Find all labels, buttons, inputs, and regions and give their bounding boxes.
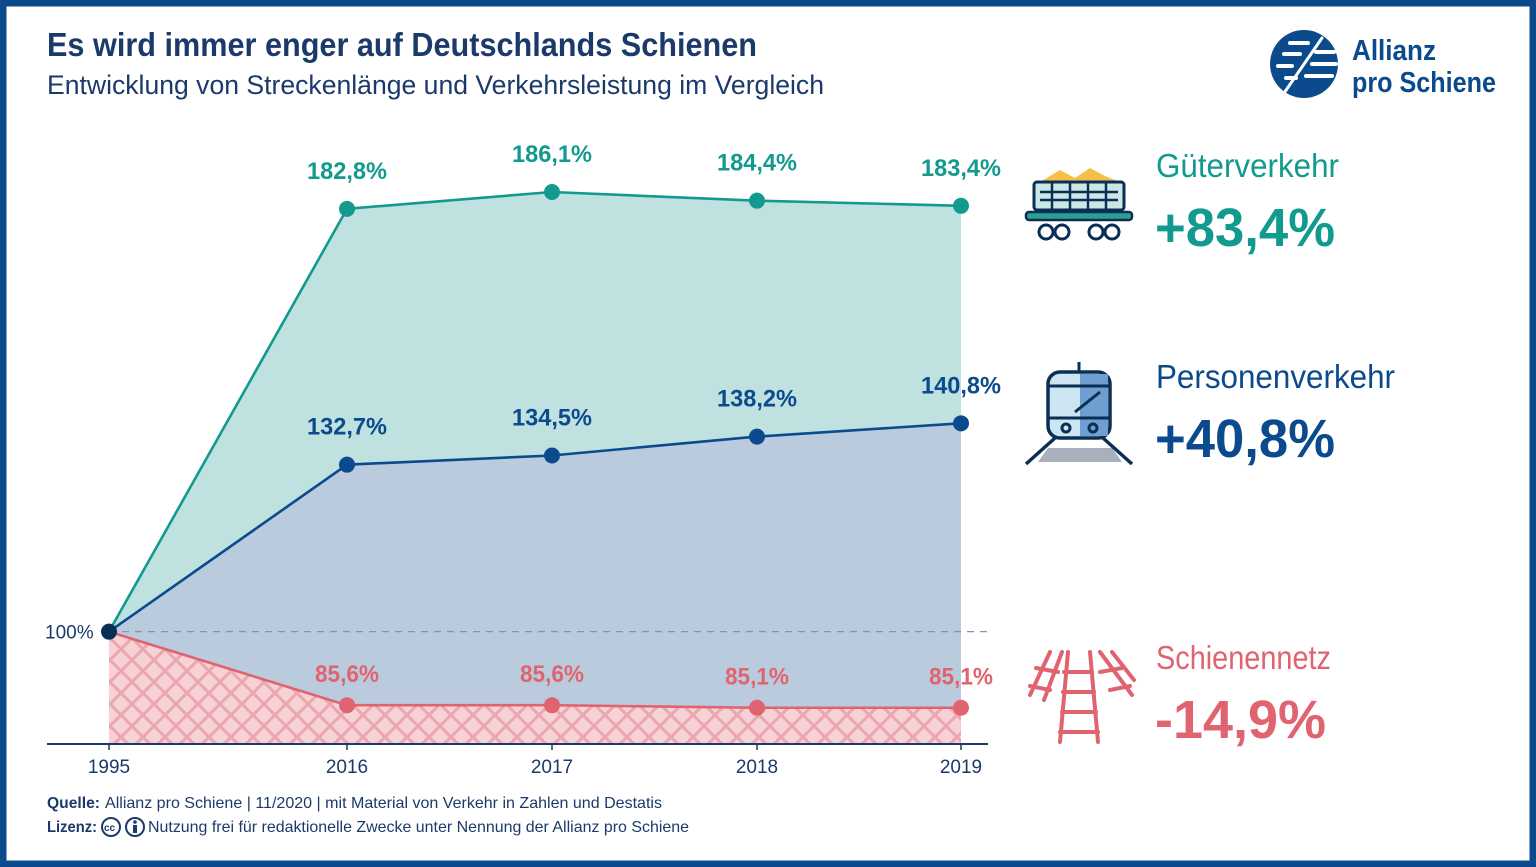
- data-label: 182,8%: [307, 158, 387, 185]
- data-label: 85,1%: [929, 664, 993, 691]
- data-label: 85,6%: [315, 661, 379, 688]
- data-point: [953, 197, 969, 214]
- x-tick-label-1995: 1995: [88, 757, 130, 778]
- data-point: [544, 184, 560, 200]
- x-tick-label-2016: 2016: [326, 757, 368, 778]
- railway-tracks-icon: [1028, 650, 1136, 744]
- data-point: [339, 200, 355, 217]
- data-point: [953, 699, 969, 716]
- data-point: [544, 447, 560, 464]
- logo-line2: pro Schiene: [1352, 67, 1496, 99]
- legend-freight-label: Güterverkehr: [1156, 147, 1339, 184]
- data-point: [339, 697, 355, 714]
- area-passenger: [109, 423, 961, 744]
- footer: Quelle: Allianz pro Schiene | 11/2020 | …: [47, 795, 689, 837]
- data-label: 186,1%: [512, 141, 592, 168]
- legend-passenger-label: Personenverkehr: [1156, 358, 1395, 395]
- data-point: [749, 699, 765, 716]
- legend-network-label: Schienennetz: [1156, 639, 1331, 676]
- license-text: Nutzung frei für redaktionelle Zwecke un…: [148, 819, 689, 836]
- baseline-label: 100%: [45, 623, 94, 644]
- origin-point: [101, 623, 117, 640]
- x-tick-label-2018: 2018: [736, 757, 778, 778]
- freight-wagon-icon: [1024, 168, 1134, 241]
- data-point: [544, 697, 560, 714]
- data-label: 132,7%: [307, 414, 387, 441]
- allianz-pro-schiene-logo: Allianz pro Schiene: [1270, 30, 1496, 99]
- page-title: Es wird immer enger auf Deutschlands Sch…: [47, 26, 757, 63]
- chart: 100% 1995 2016 2017 2018 2019 182,8% 186,1% 184,…: [45, 141, 1001, 778]
- data-label: 184,4%: [717, 150, 797, 177]
- logo-line1: Allianz: [1352, 35, 1436, 67]
- data-point: [953, 415, 969, 432]
- x-tick-label-2019: 2019: [940, 757, 982, 778]
- data-label: 140,8%: [921, 372, 1001, 399]
- x-tick-label-2017: 2017: [531, 757, 573, 778]
- data-label: 183,4%: [921, 155, 1001, 182]
- legend-freight-change: +83,4%: [1155, 198, 1335, 258]
- license-label: Lizenz:: [47, 819, 97, 836]
- area-network: [109, 631, 961, 744]
- legend-passenger-change: +40,8%: [1155, 409, 1335, 469]
- svg-text:cc: cc: [104, 823, 116, 834]
- source-text: Allianz pro Schiene | 11/2020 | mit Mate…: [105, 795, 662, 812]
- data-label: 85,1%: [725, 664, 789, 691]
- data-point: [749, 428, 765, 445]
- source-label: Quelle:: [47, 795, 100, 812]
- passenger-train-icon: [1024, 362, 1134, 466]
- data-label: 138,2%: [717, 386, 797, 413]
- data-point: [339, 456, 355, 473]
- cc-icon: cc: [101, 817, 121, 837]
- legend: Güterverkehr +83,4% Personenverkehr +40,…: [1024, 147, 1395, 750]
- data-label: 134,5%: [512, 404, 592, 431]
- legend-network-change: -14,9%: [1155, 690, 1326, 750]
- data-point: [749, 192, 765, 209]
- page-subtitle: Entwicklung von Streckenlänge und Verkeh…: [47, 70, 824, 100]
- by-person-icon: [125, 817, 145, 837]
- data-label: 85,6%: [520, 661, 584, 688]
